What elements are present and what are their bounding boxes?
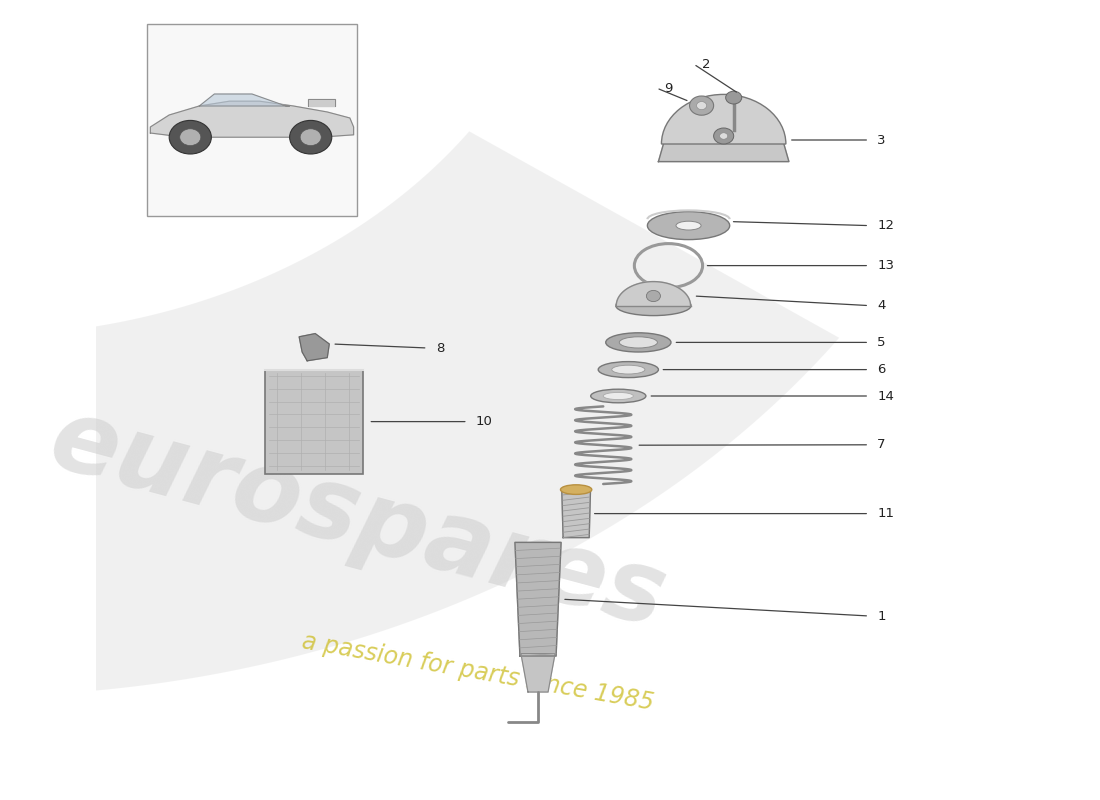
Polygon shape (515, 542, 561, 656)
Polygon shape (308, 99, 334, 106)
Text: 8: 8 (436, 342, 444, 354)
Circle shape (179, 129, 201, 146)
FancyBboxPatch shape (265, 370, 363, 474)
Polygon shape (521, 654, 556, 692)
Text: 12: 12 (877, 219, 894, 232)
Text: 11: 11 (877, 507, 894, 520)
Circle shape (289, 121, 332, 154)
Text: 14: 14 (877, 390, 894, 402)
Polygon shape (659, 130, 789, 162)
Circle shape (696, 102, 706, 110)
Text: 7: 7 (877, 438, 886, 451)
Text: 10: 10 (476, 415, 493, 428)
Text: 2: 2 (702, 58, 711, 70)
Circle shape (690, 96, 714, 115)
Text: 5: 5 (877, 336, 886, 349)
Circle shape (300, 129, 321, 146)
Ellipse shape (648, 212, 729, 240)
Polygon shape (151, 102, 353, 138)
Ellipse shape (606, 333, 671, 352)
Text: 13: 13 (877, 259, 894, 272)
FancyBboxPatch shape (146, 24, 358, 216)
Text: a passion for parts since 1985: a passion for parts since 1985 (300, 629, 656, 715)
Polygon shape (616, 282, 691, 306)
Circle shape (726, 91, 741, 104)
Circle shape (169, 121, 211, 154)
Polygon shape (562, 490, 591, 538)
Text: 4: 4 (877, 299, 886, 312)
Text: 1: 1 (877, 610, 886, 622)
Ellipse shape (603, 392, 634, 400)
Polygon shape (199, 94, 289, 106)
Ellipse shape (676, 222, 701, 230)
Polygon shape (0, 0, 839, 696)
Ellipse shape (619, 337, 658, 348)
Ellipse shape (616, 296, 691, 315)
Circle shape (719, 133, 728, 139)
Circle shape (714, 128, 734, 144)
Ellipse shape (591, 389, 646, 403)
Text: 9: 9 (664, 82, 673, 94)
Text: 3: 3 (877, 134, 886, 146)
Text: 6: 6 (877, 363, 886, 376)
Circle shape (647, 290, 660, 302)
Polygon shape (299, 334, 329, 361)
Ellipse shape (561, 485, 592, 494)
Ellipse shape (598, 362, 659, 378)
Wedge shape (661, 94, 785, 144)
Text: eurospares: eurospares (40, 391, 675, 649)
Ellipse shape (612, 365, 645, 374)
